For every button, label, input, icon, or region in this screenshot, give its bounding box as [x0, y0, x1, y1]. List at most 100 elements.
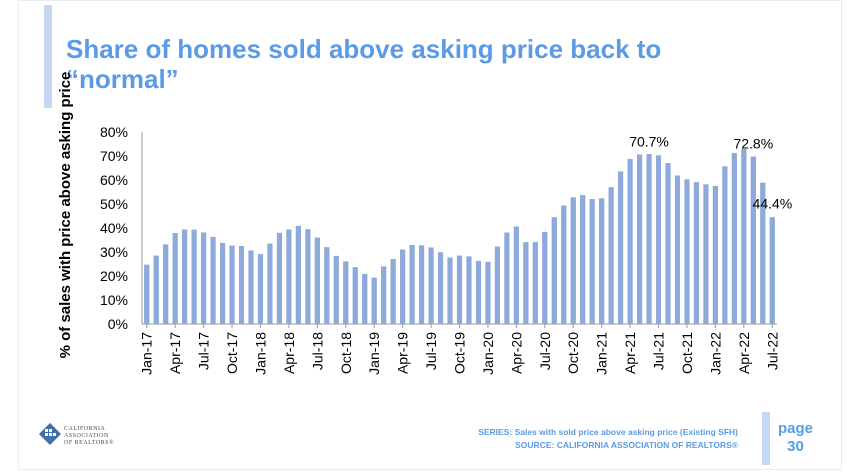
bar	[219, 242, 226, 325]
bar	[409, 245, 415, 325]
bar	[693, 182, 700, 325]
x-tick-label: Oct-17	[224, 332, 240, 374]
bar	[608, 187, 614, 325]
x-tick-label: Oct-18	[338, 332, 354, 374]
bar	[238, 246, 245, 325]
bar	[504, 232, 510, 325]
bar	[532, 242, 538, 325]
bar	[343, 261, 349, 325]
bar	[731, 153, 737, 325]
bar	[637, 154, 643, 325]
bar	[456, 255, 463, 325]
x-tick-label: Apr-20	[508, 332, 524, 374]
x-tick-label: Oct-21	[679, 332, 695, 374]
x-tick-label: Jul-18	[309, 332, 325, 370]
bar	[703, 184, 709, 325]
x-tick-label: Jan-17	[139, 332, 155, 375]
bar	[276, 232, 282, 325]
bar	[769, 217, 775, 325]
bar	[674, 175, 681, 325]
bar	[163, 244, 169, 325]
logo-text: CALIFORNIA ASSOCIATION OF REALTORS®	[64, 426, 114, 447]
x-tick-label: Apr-22	[736, 332, 752, 374]
page-frame	[18, 0, 842, 470]
data-label: 72.8%	[733, 136, 773, 152]
x-tick-label: Jul-22	[764, 332, 780, 370]
bar	[182, 229, 188, 325]
bar	[646, 154, 652, 325]
bar	[665, 162, 671, 325]
page-number: 30	[787, 438, 804, 455]
bar	[153, 255, 159, 325]
bar	[580, 195, 586, 325]
y-tick-label: 20%	[100, 268, 128, 284]
bar	[229, 245, 235, 325]
x-tick-label: Jul-21	[651, 332, 667, 370]
bar	[400, 249, 406, 325]
bar	[172, 233, 178, 325]
bar	[144, 264, 150, 325]
bar	[513, 226, 519, 325]
x-tick-label: Jan-18	[252, 332, 268, 375]
x-tick-label: Oct-20	[565, 332, 581, 374]
bar	[741, 149, 747, 325]
bar	[722, 166, 728, 325]
bar	[494, 246, 500, 325]
title-accent-bar	[44, 5, 52, 108]
x-tick-label: Jul-20	[537, 332, 553, 370]
bar	[381, 266, 387, 325]
bar	[210, 236, 216, 325]
bar	[475, 260, 482, 325]
bar	[295, 225, 301, 325]
series-note: SERIES: Sales with sold price above aski…	[478, 427, 738, 437]
bar	[324, 247, 330, 325]
x-tick-label: Apr-19	[395, 332, 411, 374]
bar	[191, 229, 197, 325]
data-label: 44.4%	[753, 195, 793, 211]
bar	[362, 274, 368, 325]
y-tick-label: 30%	[100, 244, 128, 260]
bar	[570, 197, 576, 325]
footer-notes: SERIES: Sales with sold price above aski…	[478, 426, 738, 452]
data-label: 70.7%	[629, 133, 669, 149]
x-tick-label: Jul-17	[196, 332, 212, 370]
bar	[314, 237, 320, 325]
bar	[390, 259, 396, 325]
bar	[750, 156, 756, 325]
x-tick-label: Jan-22	[707, 332, 723, 375]
bar	[201, 232, 207, 325]
bar	[760, 182, 766, 325]
bar	[684, 179, 690, 325]
y-tick-label: 70%	[100, 148, 128, 164]
bar	[286, 229, 292, 325]
x-tick-label: Jul-19	[423, 332, 439, 370]
y-tick-label: 50%	[100, 196, 128, 212]
x-tick-label: Jan-19	[366, 332, 382, 375]
car-logo-icon	[39, 423, 61, 445]
y-tick-label: 10%	[100, 292, 128, 308]
bar	[589, 198, 595, 325]
page-word: page	[778, 420, 814, 437]
page-accent-bar	[762, 412, 770, 465]
bar	[267, 243, 273, 325]
y-axis-title: % of sales with price above asking price	[57, 71, 74, 359]
bar	[352, 267, 358, 325]
x-tick-label: Jan-20	[480, 332, 496, 375]
bar	[447, 257, 453, 325]
x-tick-label: Oct-19	[452, 332, 468, 374]
bar	[305, 229, 311, 325]
bar	[485, 261, 491, 325]
bar	[371, 277, 377, 325]
logo-line-2: ASSOCIATION	[64, 433, 109, 439]
bar	[618, 171, 624, 325]
bar	[428, 247, 434, 325]
bar	[561, 205, 567, 325]
x-tick-label: Jan-21	[594, 332, 610, 375]
source-note: SOURCE: CALIFORNIA ASSOCIATION OF REALTO…	[515, 440, 738, 450]
bar	[437, 252, 444, 325]
y-tick-label: 80%	[100, 124, 128, 140]
y-tick-label: 0%	[108, 316, 128, 332]
logo-line-1: CALIFORNIA	[64, 426, 106, 432]
bar	[655, 155, 662, 325]
page-number-block: page 30	[778, 420, 813, 456]
